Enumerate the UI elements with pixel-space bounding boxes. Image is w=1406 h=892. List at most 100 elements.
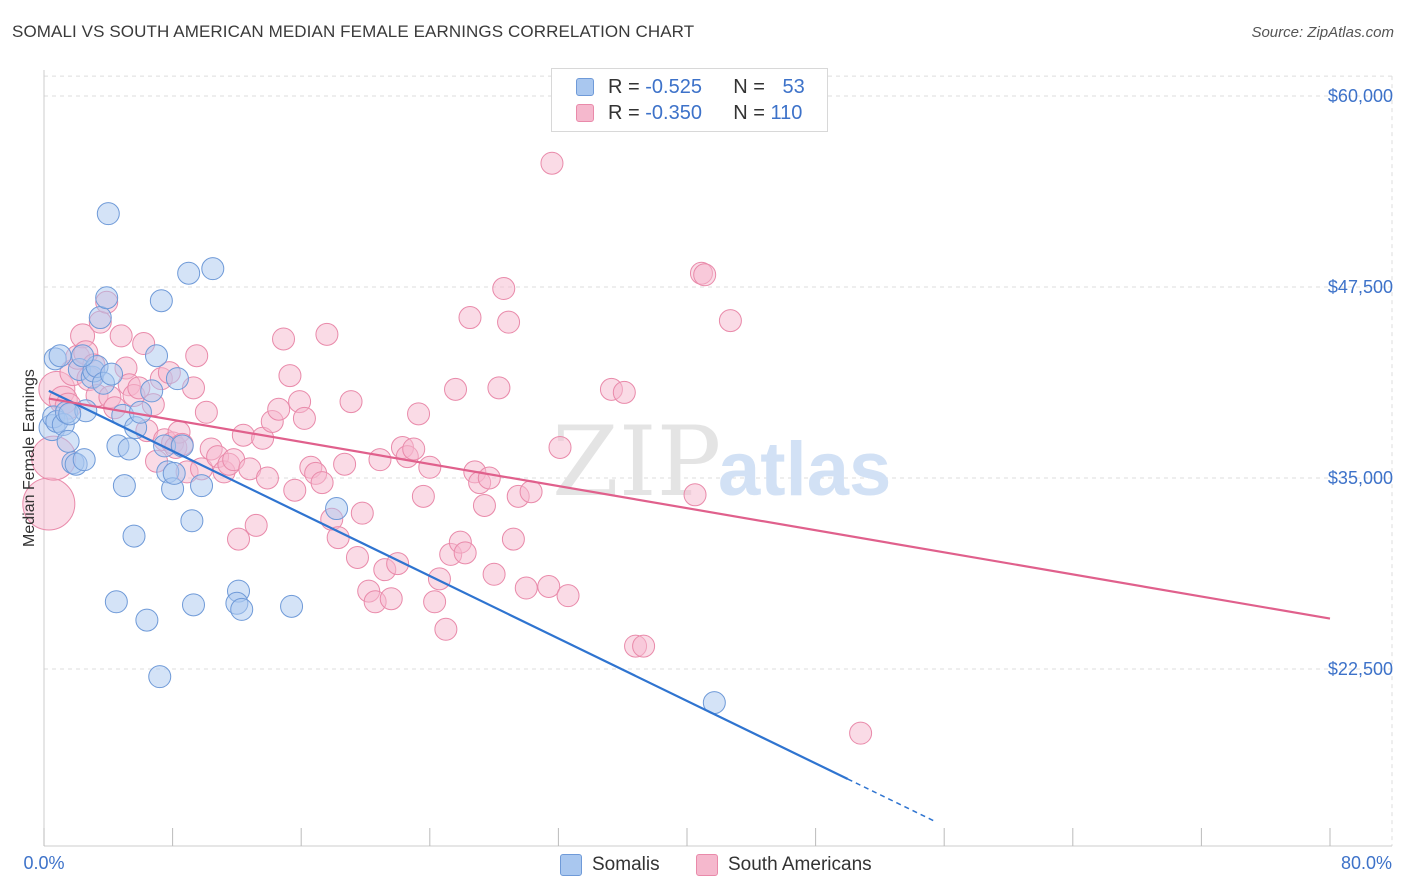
south-point [402,437,426,461]
south-point [718,309,742,333]
south-point [418,455,442,479]
somali-point [140,379,164,403]
south-point [501,527,525,551]
somali-points [38,202,726,715]
south-point [556,584,580,608]
south-point [231,423,255,447]
south-americans-legend-label: South Americans [728,854,872,875]
somali-point [177,261,201,285]
trend-lines [48,389,1331,823]
somali-r-label: R = [608,75,640,98]
south-swatch [576,104,594,122]
south-point [487,376,511,400]
south-point [434,617,458,641]
somali-point [280,594,304,618]
south-point [283,478,307,502]
somali-trend-extension [847,778,937,823]
somali-point [100,362,124,386]
somali-point [88,306,112,330]
south-point [537,574,561,598]
south-point [333,452,357,476]
watermark-atlas: atlas [718,427,891,512]
somali-point [145,344,169,368]
south-r-label: R = [608,101,640,124]
south-point [255,466,279,490]
somali-point [180,509,204,533]
south-point [315,322,339,346]
somali-swatch [576,78,594,96]
south-point [444,377,468,401]
correlation-legend: R = -0.525 N = 53 R = -0.350 N = 110 [551,68,828,132]
axis-labels: $22,500 $35,000 $47,500 $60,000 0.0% 80.0% Med… [21,86,1393,873]
south-point [244,513,268,537]
somali-point [112,474,136,498]
south-point [482,562,506,586]
south-point [477,466,501,490]
south-point [612,380,636,404]
somali-point [104,590,128,614]
south-point [453,541,477,565]
somali-point [165,367,189,391]
south-n-label: N = [733,101,765,124]
y-axis-label: Median Female Earnings [21,369,38,547]
south-point [540,151,564,175]
south-point [683,483,707,507]
somali-point [117,437,141,461]
x-tick-label-1: 80.0% [1341,853,1392,873]
somalis-legend-label: Somalis [592,854,660,875]
somali-point [201,257,225,281]
south-point [379,587,403,611]
somali-r-value: -0.525 [645,75,702,98]
source-credit: Source: ZipAtlas.com [1251,24,1394,41]
south-point [278,364,302,388]
chart-title: SOMALI VS SOUTH AMERICAN MEDIAN FEMALE E… [12,22,695,41]
somali-trend-line [48,389,849,781]
legend-row-somali: R = -0.525 N = 53 [576,75,805,99]
south-point [185,344,209,368]
south-point [272,327,296,351]
south-point [497,310,521,334]
somali-point [325,497,349,521]
south-point [632,634,656,658]
somali-point [122,524,146,548]
south-point [472,494,496,518]
south-point [227,527,251,551]
somali-point [96,202,120,226]
south-point [548,435,572,459]
somali-point [181,593,205,617]
y-tick-label-0: $22,500 [1328,659,1393,679]
south-point [407,402,431,426]
somali-point [71,344,95,368]
south-americans-legend-swatch [696,854,718,876]
south-point [350,501,374,525]
somali-point [149,289,173,313]
south-point [492,277,516,301]
somali-point [135,608,159,632]
somali-point [170,434,194,458]
south-point [292,406,316,430]
watermark: ZIP atlas [552,406,891,518]
legend-row-south: R = -0.350 N = 110 [576,101,802,125]
south-point [411,484,435,508]
y-tick-label-2: $47,500 [1328,277,1393,297]
y-tick-label-3: $60,000 [1328,86,1393,106]
south-point [368,448,392,472]
somali-point [95,286,119,310]
somalis-legend-swatch [560,854,582,876]
bottom-legend-south-americans[interactable]: South Americans [696,852,872,878]
bottom-legend-somalis[interactable]: Somalis [560,852,660,878]
somali-point [48,344,72,368]
somali-point [58,402,82,426]
somali-point [56,429,80,453]
south-point [519,480,543,504]
south-point [427,567,451,591]
south-point [514,576,538,600]
south-n-value: 110 [770,101,803,124]
south-r-value: -0.350 [645,101,702,124]
south-point [339,390,363,414]
south-point [849,721,873,745]
somali-point [148,665,172,689]
x-tick-label-0: 0.0% [23,853,64,873]
somali-point [190,474,214,498]
